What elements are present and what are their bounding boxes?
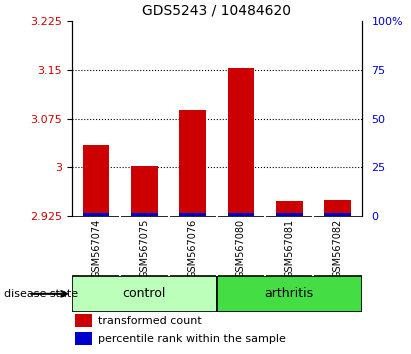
Text: GSM567076: GSM567076: [188, 219, 198, 278]
Text: control: control: [122, 287, 166, 300]
Bar: [228, 213, 254, 216]
Bar: [131, 213, 158, 216]
Bar: [75, 314, 92, 327]
Text: arthritis: arthritis: [265, 287, 314, 300]
Bar: [131, 166, 158, 216]
Bar: [217, 276, 362, 312]
Text: disease state: disease state: [4, 289, 78, 299]
Text: GSM567082: GSM567082: [332, 219, 342, 278]
Text: transformed count: transformed count: [98, 316, 202, 326]
Bar: [276, 213, 302, 216]
Text: GSM567081: GSM567081: [284, 219, 294, 278]
Text: GSM567080: GSM567080: [236, 219, 246, 278]
Bar: [276, 201, 302, 216]
Bar: [72, 276, 217, 312]
Bar: [83, 144, 109, 216]
Text: percentile rank within the sample: percentile rank within the sample: [98, 334, 286, 344]
Bar: [179, 213, 206, 216]
Text: GSM567075: GSM567075: [139, 219, 149, 278]
Bar: [83, 213, 109, 216]
Bar: [228, 68, 254, 216]
Bar: [324, 213, 351, 216]
Bar: [324, 200, 351, 216]
Bar: [179, 110, 206, 216]
Bar: [75, 332, 92, 345]
Text: GSM567074: GSM567074: [91, 219, 101, 278]
Title: GDS5243 / 10484620: GDS5243 / 10484620: [142, 3, 291, 17]
